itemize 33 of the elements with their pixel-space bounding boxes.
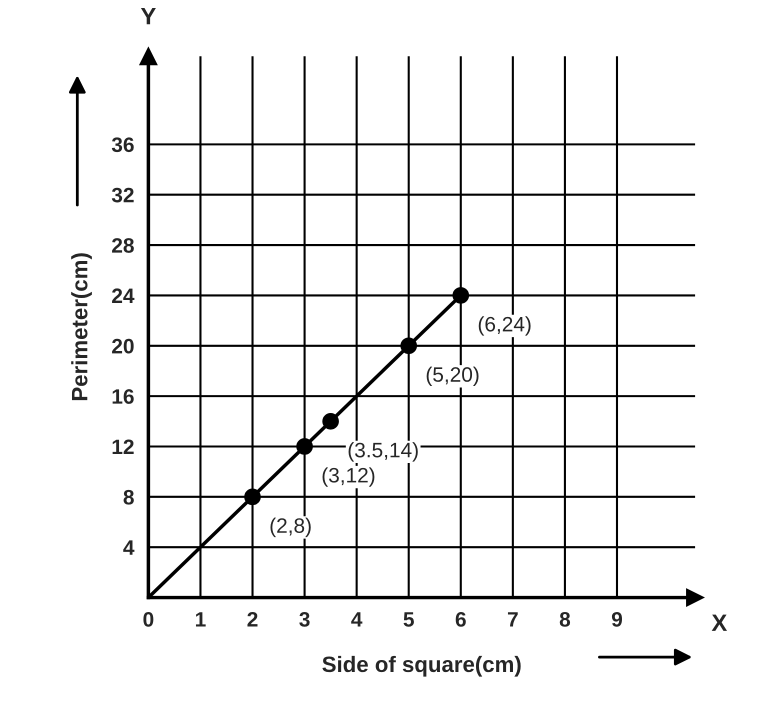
point xyxy=(244,488,261,506)
text: Y xyxy=(140,8,156,24)
x-tick-label: 6 xyxy=(456,612,466,627)
y-tick-label: 28 xyxy=(112,238,134,253)
y-tick-label: 24 xyxy=(112,288,134,303)
x-tick-label: 5 xyxy=(404,612,414,627)
point xyxy=(400,337,418,354)
annotation: (3,12) xyxy=(322,467,374,487)
y-tick-label: 20 xyxy=(112,338,134,354)
y-tick-label: 32 xyxy=(112,188,134,202)
x-axis-title: Side of square(cm) xyxy=(322,656,521,677)
text: X xyxy=(712,614,728,631)
x-tick-label: 1 xyxy=(196,612,206,627)
x-tick-label: 8 xyxy=(560,612,570,627)
point xyxy=(452,287,470,304)
x-tick-label: 7 xyxy=(508,612,518,627)
y-tick-label: 12 xyxy=(112,439,134,454)
y-axis-title: Perimeter(cm) xyxy=(71,253,92,400)
x-tick-label: 0 xyxy=(143,612,154,627)
y-tick-label: 16 xyxy=(112,389,134,404)
x-tick-label: 2 xyxy=(247,612,258,627)
annotation: (3.5,14) xyxy=(348,442,418,462)
y-tick-label: 4 xyxy=(123,540,134,555)
annotation: (5,20) xyxy=(426,366,479,386)
y-tick-label: 36 xyxy=(112,137,134,152)
y-tick-label: 8 xyxy=(124,490,134,505)
x-tick-label: 9 xyxy=(612,612,622,627)
x-tick-label: 3 xyxy=(299,612,310,627)
annotation: (2,8) xyxy=(270,518,311,538)
point xyxy=(296,438,313,455)
point xyxy=(322,413,339,430)
annotation: (6,24) xyxy=(478,316,531,336)
x-tick-label: 4 xyxy=(351,612,362,627)
